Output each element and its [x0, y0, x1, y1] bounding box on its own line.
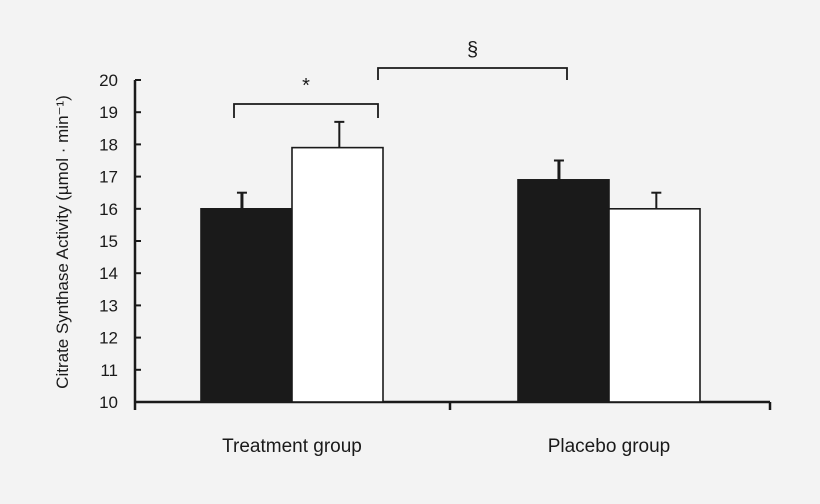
y-tick-label-11: 11 [100, 361, 118, 380]
y-tick-label-19: 19 [99, 103, 118, 122]
y-tick-label-18: 18 [99, 135, 118, 154]
y-tick-label-17: 17 [99, 168, 118, 187]
y-tick-label-10: 10 [99, 393, 118, 412]
bar-series1-cat0 [291, 146, 384, 403]
significance-bracket-1 [377, 67, 568, 80]
bar-series0-cat0 [200, 208, 293, 403]
bars-group [200, 146, 701, 403]
y-tick-label-16: 16 [99, 200, 118, 219]
significance-bracket-0 [233, 103, 379, 118]
y-tick-label-14: 14 [99, 264, 118, 283]
y-tick-label-20: 20 [99, 71, 118, 90]
y-axis-label: Citrate Synthase Activity (µmol · min⁻¹) [53, 95, 72, 389]
bar-series0-cat1 [517, 179, 610, 403]
annotations-group: *§ [233, 39, 568, 118]
category-label-0: Treatment group [222, 436, 362, 457]
category-label-1: Placebo group [548, 436, 671, 457]
y-tick-label-13: 13 [99, 296, 118, 315]
y-tick-label-12: 12 [99, 329, 118, 348]
error-bars-group [236, 120, 662, 209]
significance-marker-1: § [467, 39, 478, 61]
y-tick-label-15: 15 [99, 232, 118, 251]
significance-marker-0: * [302, 75, 310, 97]
bar-series1-cat1 [608, 208, 701, 403]
